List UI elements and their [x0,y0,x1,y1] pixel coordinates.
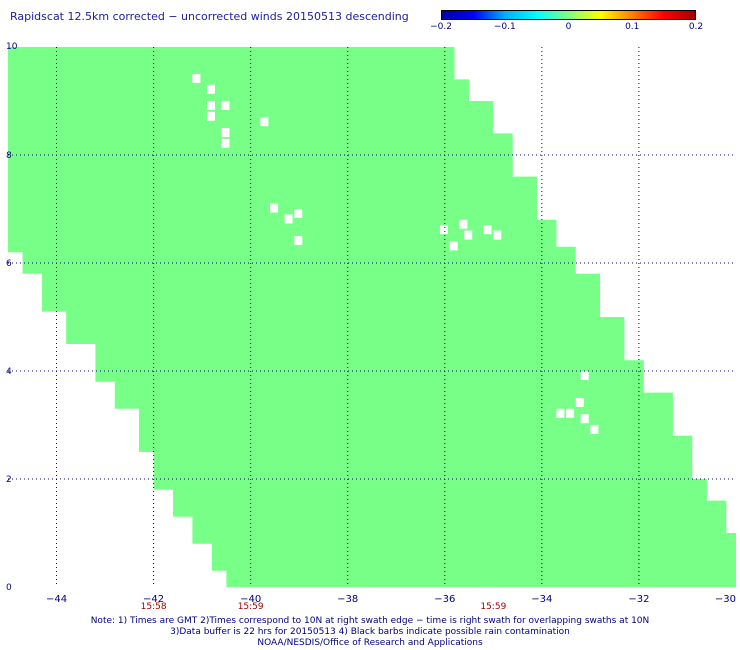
data-gap-cell [284,214,293,224]
colorbar-tick-label: 0.1 [625,22,640,32]
data-gap-cell [580,371,589,380]
data-gap-cell [260,117,269,127]
data-gap-cell [294,209,303,218]
note-line-1: Note: 1) Times are GMT 2)Times correspon… [90,616,650,626]
data-gap-cell [294,236,303,245]
grid-layer [8,47,736,587]
lat-tick-label: 6 [6,259,12,269]
data-gap-cell [483,225,492,235]
data-gap-cell [580,414,589,424]
data-gap-cell [575,398,584,407]
swath-area [8,47,736,587]
data-gap-cell [207,84,215,94]
data-gap-cell [207,111,215,121]
colorbar-tick-label: 0 [565,22,572,32]
lon-tick-label: −32 [628,594,649,605]
data-gap-cell [449,241,458,251]
data-gap-cell [590,425,599,434]
lat-tick-label: 4 [6,367,12,377]
time-label: 15:58 [141,602,167,612]
note-line-3: NOAA/NESDIS/Office of Research and Appli… [257,638,483,648]
data-gap-cell [556,408,565,418]
lat-tick-label: 8 [6,151,12,161]
data-gap-cell [221,138,230,148]
colorbar-tick-label: 0.2 [688,22,704,32]
data-gap-cell [464,230,473,240]
swath-layer [8,47,736,587]
data-gap-cell [221,101,230,110]
data-gap-cell [207,101,215,110]
lat-tick-label: 2 [6,475,12,485]
lon-tick-label: −44 [46,594,67,605]
axis-layer: −44 −42 −40 −38 −36 −34 −32 −30 0 2 4 6 8 10 15:58 15:5… [6,42,736,612]
data-gap-cell [459,219,468,229]
data-gap-cell [439,225,448,235]
colorbar-tick-label: −0.1 [493,22,516,32]
data-gap-cell [221,128,230,137]
data-gap-cell [192,74,201,83]
colorbar-tick-label: −0.2 [430,22,452,32]
data-gap-cell [493,230,502,240]
lat-tick-label: 10 [6,42,18,52]
lon-tick-label: −30 [715,594,736,605]
lon-tick-label: −42 [143,594,164,605]
colorbar [441,10,696,20]
note-line-2: 3)Data buffer is 22 hrs for 20150513 4) … [170,627,570,637]
data-gap-cell [566,408,575,418]
lon-tick-label: −38 [337,594,358,605]
time-label: 15:59 [480,602,506,612]
time-label: 15:59 [238,602,264,612]
lon-tick-label: −40 [240,594,261,605]
lon-tick-label: −36 [434,594,455,605]
data-gap-cell [270,203,279,213]
gap-layer [192,74,599,434]
lat-tick-label: 0 [6,583,12,593]
lon-tick-label: −34 [531,594,552,605]
map-title: Rapidscat 12.5km corrected − uncorrected… [10,10,409,23]
